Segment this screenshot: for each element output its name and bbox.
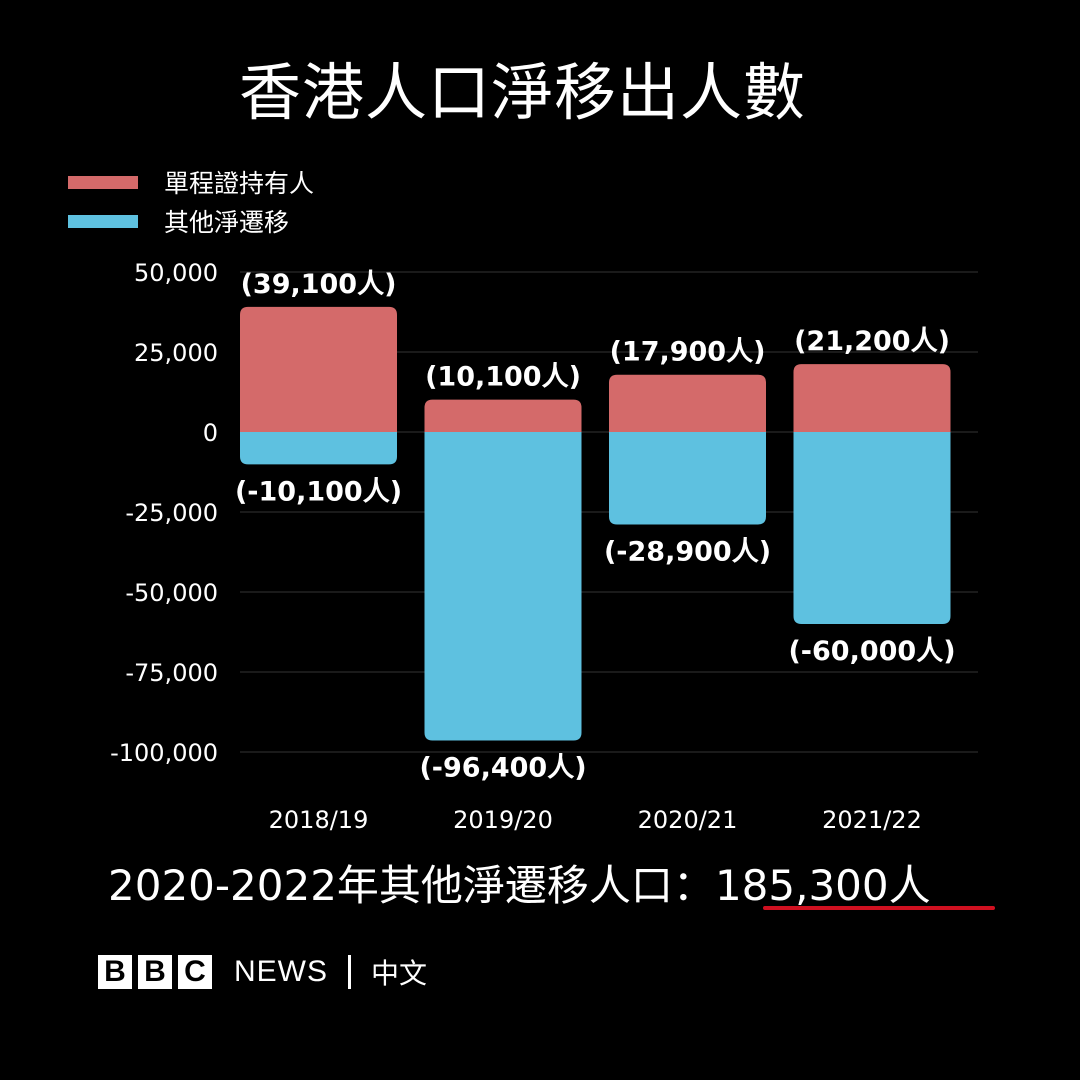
bar-one-way-permit: [793, 364, 951, 432]
bar-one-way-permit: [240, 306, 397, 432]
data-label-negative: (-10,100人): [235, 476, 402, 507]
y-tick-label: -50,000: [125, 579, 218, 607]
data-label-positive: (39,100人): [241, 269, 397, 300]
legend-label-one-way-permit: 單程證持有人: [164, 169, 315, 198]
legend-item-other-migration: 其他淨遷移: [68, 204, 289, 238]
legend-swatch-other-migration: [68, 214, 138, 228]
y-tick-label: -25,000: [125, 499, 218, 527]
bar-other-migration: [793, 432, 951, 624]
x-category-label: 2020/21: [638, 806, 738, 834]
news-label: NEWS: [234, 955, 328, 988]
y-tick-label: 50,000: [134, 259, 218, 287]
summary-value: 185,300人: [714, 861, 931, 910]
chart-title: 香港人口淨移出人數: [238, 56, 806, 129]
bbc-news-logo: B B C NEWS 中文: [98, 952, 427, 992]
bbc-letter-b2: B: [138, 955, 172, 989]
language-label: 中文: [371, 957, 428, 990]
data-label-positive: (21,200人): [794, 326, 950, 357]
summary-prefix: 2020-2022年其他淨遷移人口：: [108, 861, 715, 910]
bar-one-way-permit: [424, 399, 582, 432]
summary-text: 2020-2022年其他淨遷移人口：185,300人: [108, 852, 931, 913]
bbc-letter-c: C: [178, 955, 212, 989]
x-category-label: 2021/22: [822, 806, 922, 834]
legend-swatch-one-way-permit: [68, 175, 138, 189]
data-label-negative: (-28,900人): [604, 536, 771, 567]
legend-label-other-migration: 其他淨遷移: [164, 208, 290, 237]
bbc-letter-b1: B: [98, 955, 132, 989]
data-label-positive: (17,900人): [610, 337, 766, 368]
legend-item-one-way-permit: 單程證持有人: [68, 165, 314, 199]
bar-one-way-permit: [609, 374, 766, 432]
data-label-positive: (10,100人): [425, 362, 581, 393]
y-tick-label: -100,000: [110, 739, 218, 767]
bar-other-migration: [424, 432, 582, 741]
bar-other-migration: [609, 432, 766, 525]
x-category-label: 2019/20: [453, 806, 553, 834]
summary-underline: [763, 906, 995, 910]
x-category-label: 2018/19: [269, 806, 369, 834]
footer-divider: [348, 955, 351, 989]
y-tick-label: -75,000: [125, 659, 218, 687]
data-label-negative: (-60,000人): [788, 636, 955, 667]
bar-other-migration: [240, 432, 397, 465]
data-label-negative: (-96,400人): [419, 752, 586, 783]
y-tick-label: 25,000: [134, 339, 218, 367]
y-tick-label: 0: [203, 419, 218, 447]
